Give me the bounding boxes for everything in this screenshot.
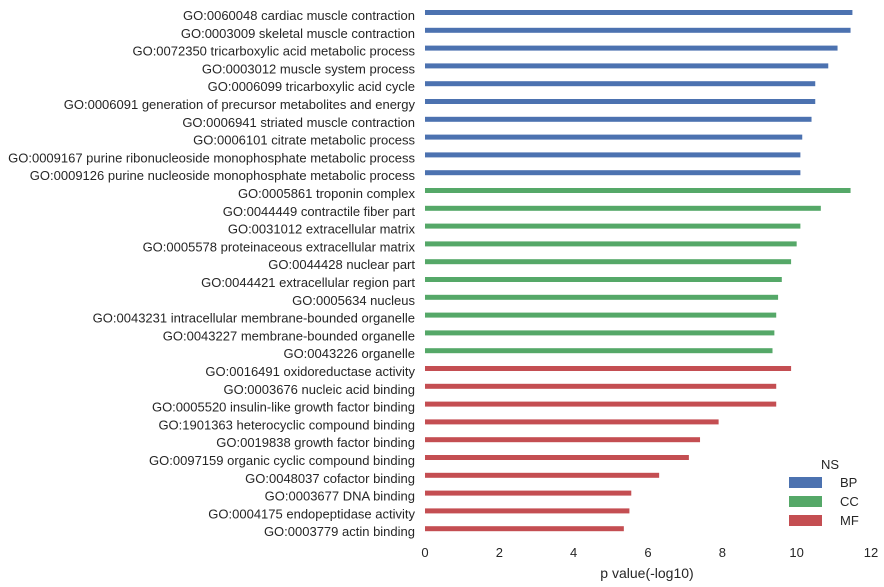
- bar-bp: [425, 45, 838, 51]
- x-tick-label: 12: [864, 545, 878, 560]
- legend-label: MF: [840, 513, 859, 528]
- bar-mf: [425, 366, 792, 371]
- x-tick-label: 0: [421, 545, 428, 560]
- category-label: GO:0031012 extracellular matrix: [228, 222, 416, 237]
- bar-bp: [425, 10, 853, 15]
- bar-mf: [425, 490, 632, 496]
- category-label: GO:0044428 nuclear part: [268, 257, 415, 272]
- bar-bp: [425, 152, 801, 158]
- category-label: GO:0043231 intracellular membrane-bounde…: [93, 311, 415, 326]
- x-axis: 0 2 4 6 8 10 12: [421, 545, 878, 560]
- bar-bp: [425, 27, 851, 33]
- category-label: GO:0043227 membrane-bounded organelle: [163, 328, 415, 343]
- bar-mf: [425, 508, 630, 514]
- bar-mf: [425, 401, 777, 407]
- category-label: GO:0016491 oxidoreductase activity: [205, 364, 415, 379]
- x-tick-label: 2: [496, 545, 503, 560]
- category-label: GO:0005634 nucleus: [292, 293, 415, 308]
- bar-mf: [425, 472, 660, 478]
- bar-cc: [425, 241, 797, 247]
- category-labels: GO:0060048 cardiac muscle contraction GO:…: [8, 8, 415, 539]
- category-label: GO:0019838 growth factor binding: [216, 435, 415, 450]
- bar-cc: [425, 312, 777, 318]
- category-label: GO:0097159 organic cyclic compound bindi…: [149, 453, 415, 468]
- category-label: GO:1901363 heterocyclic compound binding: [158, 417, 415, 432]
- bar-cc: [425, 205, 821, 211]
- x-tick-label: 4: [570, 545, 577, 560]
- bar-bp: [425, 116, 812, 122]
- x-axis-title: p value(-log10): [600, 565, 693, 581]
- bar-bp: [425, 63, 829, 69]
- category-label: GO:0006099 tricarboxylic acid cycle: [208, 79, 415, 94]
- bar-cc: [425, 259, 792, 265]
- bars-layer: [425, 10, 853, 532]
- category-label: GO:0043226 organelle: [283, 346, 415, 361]
- category-label: GO:0003012 muscle system process: [202, 61, 416, 76]
- legend-label: CC: [840, 494, 859, 509]
- category-label: GO:0003779 actin binding: [264, 524, 415, 539]
- bar-mf: [425, 526, 624, 532]
- bar-bp: [425, 170, 801, 176]
- legend-swatch: [789, 477, 822, 488]
- legend-swatch: [789, 515, 822, 526]
- category-label: GO:0006941 striated muscle contraction: [182, 115, 415, 130]
- bar-cc: [425, 330, 775, 336]
- bar-cc: [425, 294, 779, 300]
- bar-bp: [425, 99, 816, 104]
- legend-label: BP: [840, 475, 857, 490]
- category-label: GO:0009167 purine ribonucleoside monopho…: [8, 150, 415, 165]
- bar-mf: [425, 437, 701, 443]
- category-label: GO:0004175 endopeptidase activity: [208, 506, 415, 521]
- category-label: GO:0003009 skeletal muscle contraction: [181, 26, 415, 41]
- x-tick-label: 8: [719, 545, 726, 560]
- category-label: GO:0044449 contractile fiber part: [223, 204, 416, 219]
- category-label: GO:0005520 insulin-like growth factor bi…: [152, 400, 415, 415]
- bar-cc: [425, 188, 851, 193]
- category-label: GO:0005578 proteinaceous extracellular m…: [143, 239, 416, 254]
- category-label: GO:0009126 purine nucleoside monophospha…: [30, 168, 416, 183]
- category-label: GO:0060048 cardiac muscle contraction: [183, 8, 415, 23]
- category-label: GO:0006101 citrate metabolic process: [193, 133, 415, 148]
- category-label: GO:0003677 DNA binding: [265, 489, 415, 504]
- category-label: GO:0003676 nucleic acid binding: [223, 382, 415, 397]
- legend-entries: BP CC MF: [789, 475, 859, 528]
- bar-cc: [425, 223, 801, 229]
- category-label: GO:0005861 troponin complex: [238, 186, 416, 201]
- category-label: GO:0048037 cofactor binding: [245, 471, 415, 486]
- x-tick-label: 10: [789, 545, 803, 560]
- legend: NS BP CC MF: [789, 457, 859, 528]
- bar-cc: [425, 277, 782, 282]
- bar-cc: [425, 348, 773, 354]
- legend-title: NS: [821, 457, 839, 472]
- category-label: GO:0044421 extracellular region part: [201, 275, 415, 290]
- bar-mf: [425, 455, 689, 460]
- bar-bp: [425, 134, 803, 140]
- legend-swatch: [789, 496, 822, 507]
- x-tick-label: 6: [644, 545, 651, 560]
- bar-bp: [425, 81, 816, 87]
- bar-mf: [425, 383, 777, 389]
- category-label: GO:0072350 tricarboxylic acid metabolic …: [132, 44, 415, 59]
- bar-mf: [425, 419, 719, 425]
- category-label: GO:0006091 generation of precursor metab…: [64, 97, 416, 112]
